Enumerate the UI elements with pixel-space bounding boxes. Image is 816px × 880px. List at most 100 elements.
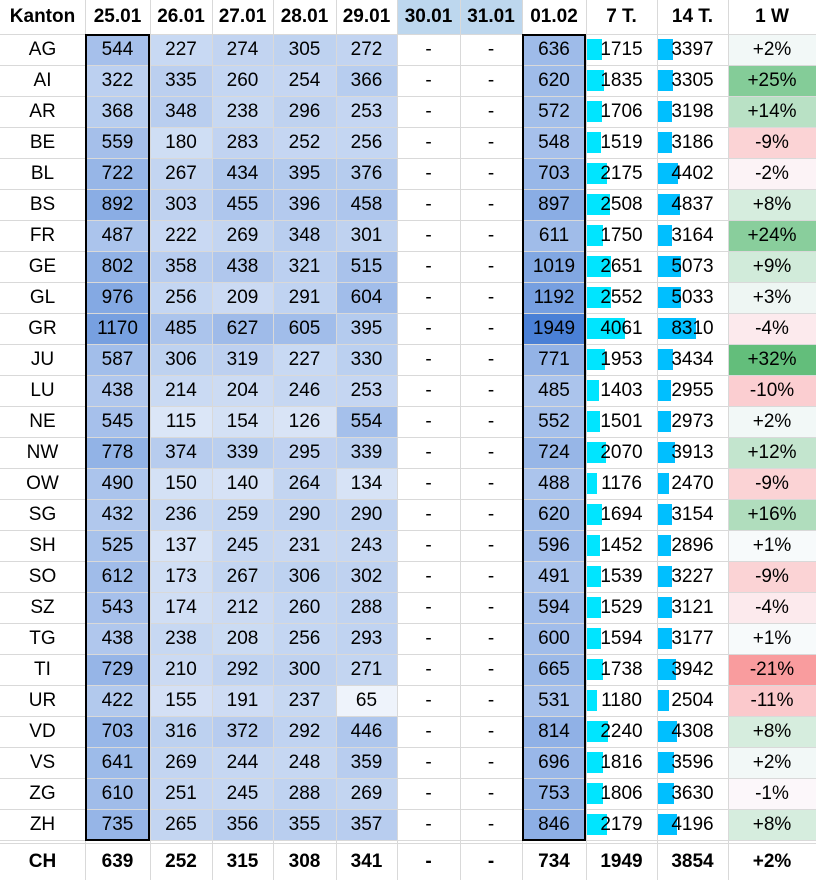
day-cell: - <box>487 38 495 60</box>
sum-7-days-cell: 2070 <box>586 437 657 468</box>
sum-7-days-bar <box>586 318 625 339</box>
day-cell: 552 <box>522 406 586 437</box>
day-cell: 191 <box>212 685 273 716</box>
day-cell: 293 <box>336 623 397 654</box>
sum-7-days-cell: 2175 <box>586 158 657 189</box>
column-header: 1 W <box>755 6 789 27</box>
day-cell: - <box>425 813 432 835</box>
day-cell: 322 <box>85 65 150 96</box>
column-divider <box>522 0 523 880</box>
day-cell: 292 <box>273 716 336 747</box>
day-cell: 339 <box>212 437 273 468</box>
sum-14-days-cell: 4308 <box>657 716 728 747</box>
day-cell: 735 <box>85 809 150 840</box>
day-cell: 976 <box>85 282 150 313</box>
day-cell: 291 <box>273 282 336 313</box>
column-header: 01.02 <box>530 6 578 27</box>
sum-14-days-cell: 3596 <box>657 747 728 778</box>
day-cell: 703 <box>85 716 150 747</box>
day-cell: 126 <box>273 406 336 437</box>
day-cell: - <box>425 565 432 587</box>
day-cell: 330 <box>336 344 397 375</box>
total-day-cell: 639 <box>101 850 134 872</box>
day-cell: 253 <box>336 96 397 127</box>
sum-14-days-value: 3596 <box>671 751 714 773</box>
day-cell: 65 <box>336 685 397 716</box>
week-change-cell: +1% <box>728 623 816 654</box>
sum-14-days-value: 3177 <box>671 627 714 649</box>
day-cell: 301 <box>336 220 397 251</box>
day-cell: - <box>425 751 432 773</box>
day-cell: - <box>487 534 495 556</box>
sum-7-days-value: 1738 <box>600 658 643 680</box>
row-divider <box>0 282 816 283</box>
day-cell: 604 <box>336 282 397 313</box>
day-cell: 248 <box>273 747 336 778</box>
day-cell: 612 <box>85 561 150 592</box>
sum-7-days-value: 1176 <box>601 472 642 494</box>
day-cell: 368 <box>85 96 150 127</box>
week-change-cell: +9% <box>728 251 816 282</box>
row-divider <box>0 96 816 97</box>
week-change-cell: -21% <box>728 654 816 685</box>
day-cell: 227 <box>273 344 336 375</box>
sum-14-days-bar <box>657 783 674 804</box>
row-label: TG <box>29 627 56 649</box>
sum-7-days-bar <box>586 70 604 91</box>
day-cell: 208 <box>212 623 273 654</box>
sum-14-days-bar <box>657 256 681 277</box>
total-day-cell: 252 <box>165 850 197 872</box>
sum-7-days-bar <box>586 442 606 463</box>
column-header: 27.01 <box>218 6 267 27</box>
day-cell: - <box>425 379 432 401</box>
sum-7-days-cell: 1501 <box>586 406 657 437</box>
sum-7-days-bar <box>586 349 605 370</box>
sum-7-days-bar <box>586 690 597 711</box>
column-header: 29.01 <box>342 6 391 27</box>
sum-7-days-cell: 1180 <box>586 685 657 716</box>
day-cell: - <box>425 131 432 153</box>
day-cell: 355 <box>273 809 336 840</box>
week-change-cell: -11% <box>728 685 816 716</box>
sum-14-days-cell: 4402 <box>657 158 728 189</box>
row-label: TI <box>34 658 51 680</box>
day-cell: - <box>425 38 432 60</box>
sum-7-days-bar <box>586 752 603 773</box>
day-cell: 366 <box>336 65 397 96</box>
column-divider <box>150 0 151 880</box>
sum-14-days-bar <box>657 287 681 308</box>
sum-14-days-value: 2896 <box>671 534 714 556</box>
day-cell: - <box>487 596 495 618</box>
day-cell: - <box>425 441 432 463</box>
sum-7-days-value: 1519 <box>600 131 643 153</box>
column-header: 28.01 <box>280 6 329 27</box>
sum-7-days-bar <box>586 473 597 494</box>
row-divider <box>0 592 816 593</box>
day-cell: 137 <box>150 530 212 561</box>
sum-7-days-value: 2070 <box>600 441 643 463</box>
day-cell: 641 <box>85 747 150 778</box>
row-divider <box>0 778 816 779</box>
week-change-cell: -9% <box>728 561 816 592</box>
sum-14-days-bar <box>657 349 673 370</box>
day-cell: 283 <box>212 127 273 158</box>
sum-7-days-cell: 2552 <box>586 282 657 313</box>
day-cell: 222 <box>150 220 212 251</box>
total-14-days: 3854 <box>671 850 714 872</box>
row-divider <box>0 65 816 66</box>
row-label: GL <box>29 286 56 308</box>
day-cell: 446 <box>336 716 397 747</box>
sum-14-days-cell: 3186 <box>657 127 728 158</box>
day-cell: 545 <box>85 406 150 437</box>
row-label: ZG <box>29 782 56 804</box>
sum-14-days-cell: 8310 <box>657 313 728 344</box>
column-divider <box>336 0 337 880</box>
sum-7-days-value: 1529 <box>600 596 643 618</box>
day-cell: 214 <box>150 375 212 406</box>
day-cell: 264 <box>273 468 336 499</box>
sum-7-days-bar <box>586 628 601 649</box>
day-cell: 302 <box>336 561 397 592</box>
row-label: AG <box>28 38 57 60</box>
sum-7-days-bar <box>586 597 601 618</box>
day-cell: 485 <box>150 313 212 344</box>
